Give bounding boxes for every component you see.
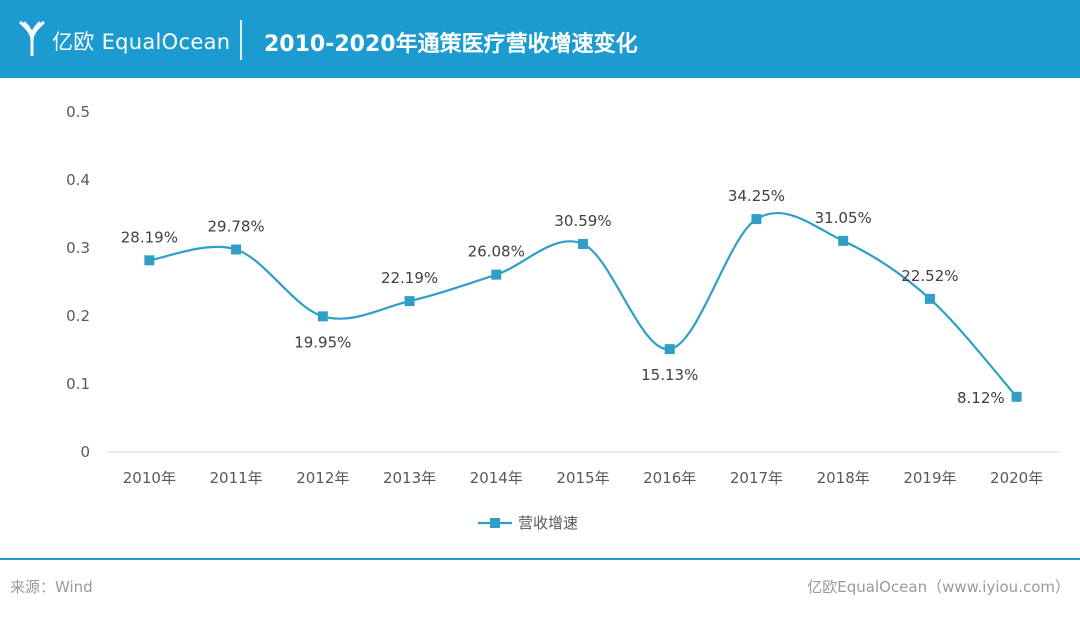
data-label: 31.05% [815,209,872,227]
data-label: 34.25% [728,187,785,205]
data-point [1011,391,1022,402]
data-label: 8.12% [957,389,1005,407]
x-tick-label: 2014年 [470,469,523,487]
data-label: 22.19% [381,269,438,287]
line-chart: 00.10.20.30.40.5 2010年 2011年 2012年 2013年 201… [66,103,1060,532]
data-point [578,238,588,249]
series-line [149,212,1018,398]
x-tick-label: 2015年 [556,469,609,487]
x-tick-label: 2011年 [209,469,262,487]
data-label: 29.78% [207,217,264,235]
y-tick-label: 0.5 [66,103,90,121]
y-tick-label: 0 [80,443,90,461]
legend-label: 营收增速 [518,514,578,532]
data-label: 15.13% [641,366,698,384]
page-title: 2010-2020年通策医疗营收增速变化 [264,32,638,57]
x-tick-label: 2012年 [296,469,349,487]
x-axis: 2010年 2011年 2012年 2013年 2014年 2015年 2016年 2017年… [123,469,1043,487]
header-bar: 亿欧 EqualOcean 2010-2020年通策医疗营收增速变化 [0,0,1080,78]
x-tick-label: 2020年 [990,469,1043,487]
legend-marker [490,518,500,528]
x-tick-label: 2010年 [123,469,176,487]
data-labels: 28.19% 29.78% 19.95% 22.19% 26.08% 30.59% 15.1… [121,187,1005,407]
y-axis: 0 0.1 0.2 0.3 0.4 0.5 [66,103,90,461]
data-label: 22.52% [901,267,958,285]
data-point [751,214,762,225]
data-label: 26.08% [468,243,525,261]
logo-icon [19,20,45,56]
y-tick-label: 0.4 [66,171,90,189]
data-point [491,269,502,280]
credit-note: 亿欧EqualOcean（www.iyiou.com） [807,578,1070,596]
data-label: 19.95% [294,333,351,351]
data-point [317,311,328,322]
data-label: 30.59% [554,212,611,230]
source-note: 来源：Wind [10,578,93,596]
data-point [664,344,675,355]
x-tick-label: 2018年 [817,469,870,487]
x-tick-label: 2016年 [643,469,696,487]
data-point [231,244,242,255]
x-tick-label: 2019年 [903,469,956,487]
data-label: 28.19% [121,228,178,246]
y-tick-label: 0.2 [66,307,90,325]
header-divider [240,20,242,60]
data-point [924,293,935,304]
data-point [838,235,849,246]
footer-divider [0,558,1080,560]
x-tick-label: 2017年 [730,469,783,487]
legend: 营收增速 [478,514,578,532]
data-point [404,296,415,307]
data-point [144,255,155,266]
logo-text: 亿欧 EqualOcean [52,30,231,54]
x-tick-label: 2013年 [383,469,436,487]
y-tick-label: 0.1 [66,375,90,393]
data-markers [144,214,1022,402]
y-tick-label: 0.3 [66,239,90,257]
